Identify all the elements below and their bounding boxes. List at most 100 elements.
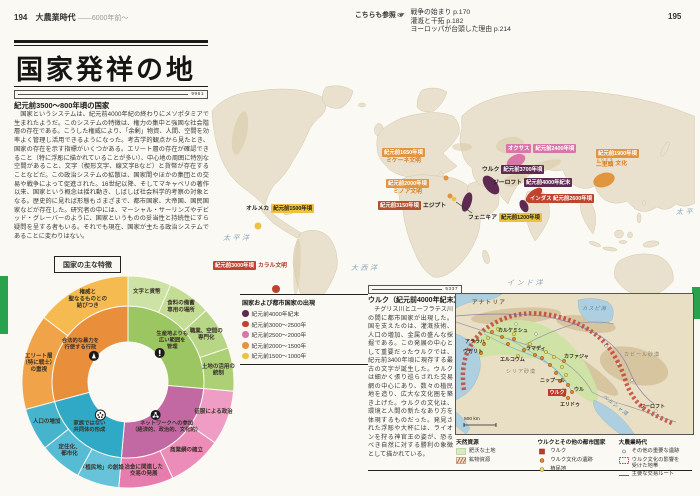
legend-entry: 紀元前2000～1500年 bbox=[242, 341, 366, 350]
minerals-swatch bbox=[456, 457, 466, 464]
wheel-label-line: 合法的な暴力を bbox=[62, 336, 99, 344]
yellow-site-dot bbox=[496, 327, 500, 331]
fertile-crescent bbox=[468, 320, 598, 404]
wheel-segment-label: 定住化、都市化 bbox=[57, 442, 80, 457]
icon-glyph bbox=[154, 411, 157, 415]
city-label: ジーロフト bbox=[640, 404, 666, 410]
grey-site-dot bbox=[534, 332, 538, 336]
tag-number: 5337 bbox=[445, 287, 458, 292]
label-line: 紀元前3150年頃 エジプト bbox=[378, 201, 446, 210]
orange-site-dot bbox=[506, 342, 510, 346]
date-badge: 紀元前3700年頃 bbox=[501, 165, 545, 174]
inset-legend-entry: ウルク文化の影響を 受けた地帯 bbox=[618, 457, 692, 470]
see-also-ref: 戦争の始まり p.170 bbox=[410, 9, 471, 16]
yellow-dot bbox=[537, 466, 547, 473]
legend-entry-label: 紀元前2000～1500年 bbox=[251, 343, 307, 350]
chapter-edge-tab-left bbox=[0, 276, 8, 334]
map-marker bbox=[443, 175, 449, 181]
inset-legend-label: ウルク bbox=[550, 447, 567, 454]
inset-legend-entry: その他の重要な遺跡 bbox=[619, 448, 692, 456]
wheel-segment-label: 人口の増加 bbox=[33, 417, 61, 425]
inset-legend-entry: 植民地 bbox=[537, 466, 610, 474]
wheel-segment-label: 職業、空間の専門化 bbox=[190, 326, 224, 341]
tag-number: 9961 bbox=[191, 92, 204, 97]
map-marker bbox=[506, 153, 526, 169]
orange-site-dot bbox=[482, 342, 486, 346]
main-trade-route bbox=[456, 313, 655, 405]
wheel-label-line: エリート層 bbox=[25, 352, 53, 360]
wheel-label-line: 土地の活用の bbox=[202, 362, 236, 370]
icon-glyph bbox=[91, 352, 96, 359]
grey-site-dot bbox=[630, 378, 634, 382]
inset-legend-column: 大農業時代 その他の重要な遺跡 ウルク文化の影響を 受けた地帯 主要な交易ルート bbox=[618, 437, 692, 479]
map-legend-items: 紀元前4000年紀末 紀元前3000～2500年 紀元前2500～2000年 紀元前2… bbox=[242, 309, 366, 360]
scale-label: 500 km bbox=[464, 417, 480, 422]
orange-site-dot bbox=[540, 356, 544, 360]
inset-legend-column: 天然資源 肥沃な土地 鉱物資源 bbox=[456, 437, 529, 479]
wheel-label-line: 行使する行政 bbox=[64, 343, 97, 351]
wheel-label-line: 冶金に関連した bbox=[125, 462, 164, 470]
city-label: ウル bbox=[574, 387, 585, 393]
sea-label: ペルシャ湾 bbox=[601, 394, 630, 418]
grey-dot bbox=[621, 449, 626, 454]
wheel-inner-label: ネットワークへの参加（経済的、政治的、文化的） bbox=[132, 419, 201, 434]
label-line: 紀元前1900年頃 bbox=[596, 149, 639, 158]
map-legend-title: 国家および都市国家の出現 bbox=[242, 300, 316, 307]
section-title: 大農業時代 bbox=[35, 13, 76, 22]
label-line: 紀元前1650年頃 bbox=[382, 148, 425, 157]
uruk-square bbox=[539, 448, 546, 455]
icon-dot bbox=[99, 412, 102, 414]
orange-site-dot bbox=[566, 396, 570, 400]
city-label: エルコウム bbox=[500, 357, 525, 363]
inset-legend-label: 主要な交易ルート bbox=[631, 471, 675, 478]
region-label: アナトリア bbox=[472, 300, 507, 306]
yellow-site-dot bbox=[552, 355, 556, 359]
state-features-wheel: エリート層（特に戦士）の重視 権威と聖なるものとの結びつき合法的な暴力を行使する行… bbox=[21, 275, 236, 489]
map-marker bbox=[272, 285, 280, 293]
yellow-site-dot bbox=[486, 336, 490, 340]
title-rule-thin bbox=[14, 45, 208, 47]
ocean-label: インド洋 bbox=[507, 280, 545, 287]
orange-site-dot bbox=[479, 351, 483, 355]
inset-map-graphic bbox=[456, 294, 693, 434]
wheel-label-line: 商業網の確立 bbox=[170, 446, 204, 454]
city-label: カルケミシュ bbox=[498, 328, 528, 334]
title-rule-thick bbox=[14, 40, 208, 44]
grey-dot bbox=[619, 448, 629, 455]
orange-site-dot bbox=[558, 379, 562, 383]
date-badge: 紀元前1650年頃 bbox=[382, 148, 425, 157]
wheel-label-line: （経済的、政治的、文化的） bbox=[132, 425, 201, 433]
civilization-label: 紀元前1900年頃 二里頭にりとう 文化 bbox=[596, 149, 639, 169]
world-map bbox=[211, 85, 695, 300]
civilization-label: ジーロフト 紀元前4000年紀末 bbox=[493, 178, 573, 187]
inset-site-dots bbox=[479, 322, 658, 413]
influence-box bbox=[618, 457, 629, 464]
inset-legend-label: 鉱物資源 bbox=[469, 456, 491, 463]
orange-site-dot bbox=[500, 335, 504, 339]
ocean-label: 大西洋 bbox=[351, 265, 380, 272]
orange-site-dot bbox=[548, 363, 552, 367]
wheel-label-line: 結びつき bbox=[77, 301, 99, 309]
inset-legend-title: ウルクとその他の都市国家 bbox=[537, 440, 606, 446]
label-line: ジーロフト 紀元前4000年紀末 bbox=[493, 178, 573, 187]
label-line: ミノア文明 bbox=[386, 188, 429, 196]
label-line: 紀元前2000年頃 bbox=[386, 179, 429, 188]
inset-legend-title: 天然資源 bbox=[456, 440, 479, 446]
wheel-segment-label: 征服による政治 bbox=[193, 407, 233, 415]
city-label: ウルク bbox=[548, 389, 567, 396]
uruk-title: ウルク（紀元前4000年紀末） bbox=[368, 297, 461, 304]
fertile-swatch bbox=[456, 448, 466, 455]
wheel-label-line: 管理 bbox=[167, 342, 178, 350]
civilization-label: ウルク 紀元前3700年頃 bbox=[482, 165, 545, 174]
wheel-segment-label: エリート層（特に戦士）の重視 bbox=[22, 352, 55, 373]
label-line: インダス 紀元前2600年頃 bbox=[528, 194, 595, 203]
minerals-swatch bbox=[456, 457, 466, 464]
legend-entry: 紀元前1500～1000年 bbox=[242, 351, 366, 360]
inset-legend-entry: 鉱物資源 bbox=[456, 457, 529, 465]
yellow-site-dot bbox=[512, 332, 516, 336]
uruk-inset-map: カルケミシュ アララハ ウガリト ラマディ エルコウム カファジャ ニップール ウルク ウル エリ… bbox=[455, 293, 694, 435]
grey-site-dot bbox=[514, 322, 518, 326]
map-marker bbox=[254, 222, 262, 230]
civilization-name: 二里頭にりとう bbox=[596, 158, 614, 168]
civilization-name: カラル文明 bbox=[257, 262, 287, 269]
